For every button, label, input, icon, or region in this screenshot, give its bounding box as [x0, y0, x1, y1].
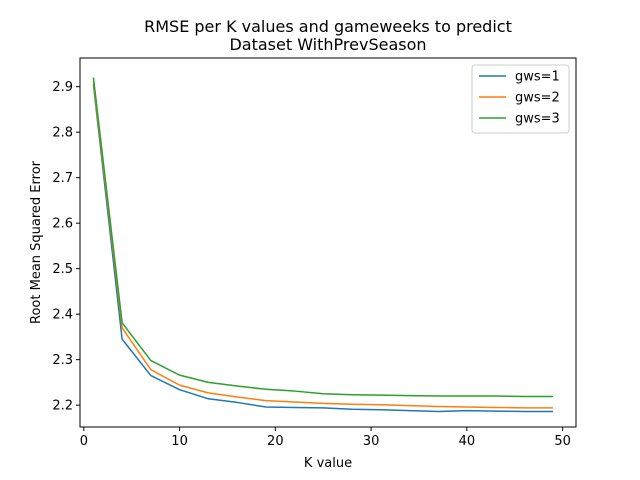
- y-axis-label: Root Mean Squared Error: [29, 160, 44, 324]
- plot-frame: [79, 57, 577, 428]
- legend-label: gws=2: [515, 91, 560, 106]
- x-tick-label: 30: [363, 434, 380, 449]
- x-tick-label: 40: [459, 434, 476, 449]
- legend: gws=1 gws=2 gws=3: [471, 64, 570, 134]
- series-line-3: [92, 77, 554, 398]
- x-tick-label: 10: [171, 434, 188, 449]
- y-tick-label: 2.4: [52, 308, 73, 323]
- axis-ticks: 0 10 20 30 40 50 2.2 2.3 2.4 2.5 2.6 2.7 2.8 2.9: [52, 80, 571, 449]
- y-tick-label: 2.3: [52, 353, 73, 368]
- chart-title: RMSE per K values and gameweeks to predi…: [144, 17, 512, 36]
- series-line-2: [92, 81, 554, 409]
- x-tick-label: 50: [554, 434, 571, 449]
- series-line-1: [92, 84, 554, 413]
- x-tick-label: 0: [80, 434, 88, 449]
- chart-subtitle: Dataset WithPrevSeason: [229, 35, 426, 54]
- legend-box: [471, 64, 570, 134]
- x-axis-label: K value: [304, 456, 352, 471]
- x-tick-label: 20: [267, 434, 284, 449]
- y-tick-label: 2.9: [52, 80, 73, 95]
- y-tick-label: 2.7: [52, 171, 73, 186]
- legend-label: gws=3: [515, 112, 560, 127]
- y-tick-label: 2.2: [52, 399, 73, 414]
- y-tick-label: 2.6: [52, 217, 73, 232]
- legend-label: gws=1: [515, 70, 560, 85]
- y-tick-label: 2.5: [52, 262, 73, 277]
- y-tick-label: 2.8: [52, 126, 73, 141]
- series-lines: [92, 77, 554, 413]
